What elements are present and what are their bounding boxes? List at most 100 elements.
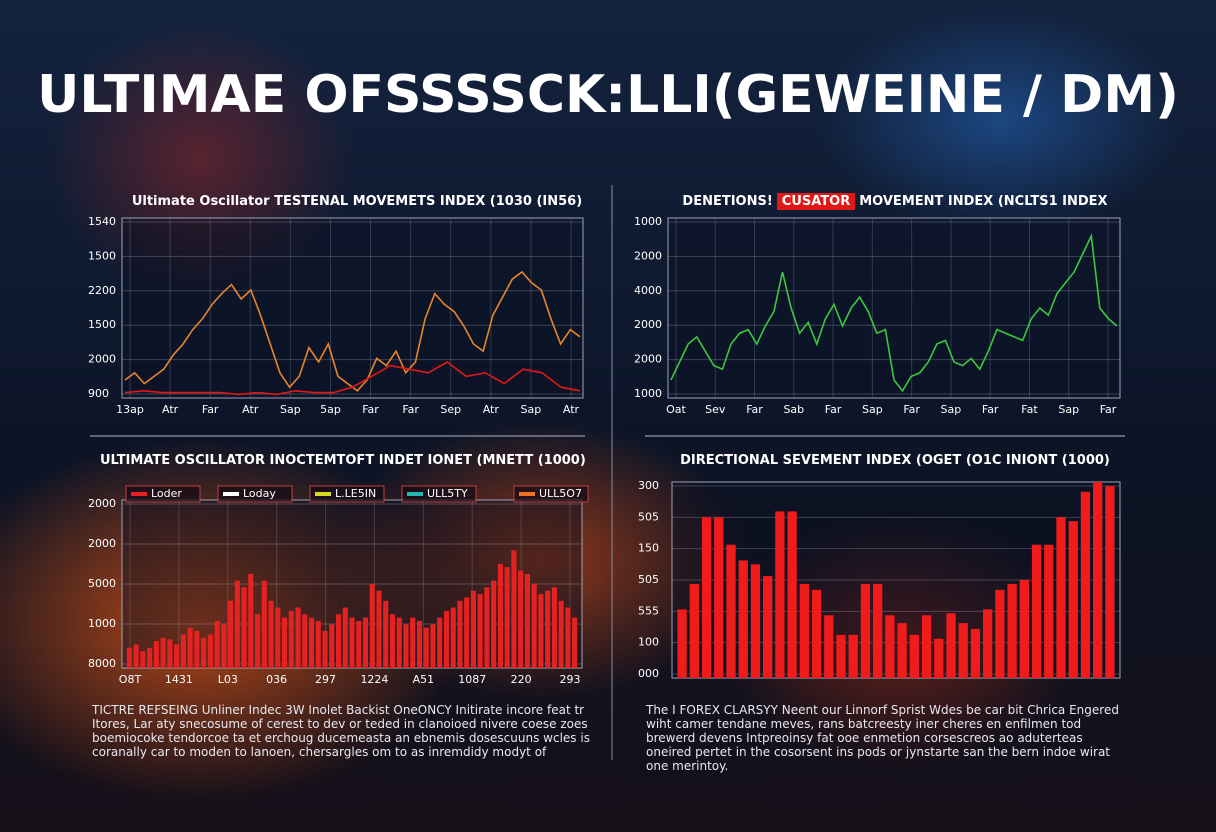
y-tick-label: 2000: [88, 497, 116, 510]
y-tick-label: 100: [638, 636, 659, 649]
bar: [329, 624, 335, 668]
bar: [308, 617, 315, 668]
y-tick-label: 4000: [634, 284, 662, 297]
x-tick-label: Atr: [483, 403, 500, 416]
bar: [677, 609, 687, 678]
title-part: MOVEMENT INDEX (NCLTS1 INDEX: [859, 194, 1108, 209]
bar: [228, 600, 234, 668]
bar: [234, 580, 240, 668]
y-tick-label: 1000: [634, 387, 662, 400]
bar: [545, 590, 551, 668]
bar: [147, 647, 153, 668]
x-tick-label: Oat: [666, 403, 686, 416]
bar: [410, 617, 416, 668]
bar: [133, 644, 139, 668]
bar: [430, 624, 436, 668]
y-tick-label: 555: [638, 604, 659, 617]
x-tick-label: Atr: [242, 403, 259, 416]
bar: [207, 634, 213, 668]
bar: [1031, 544, 1042, 678]
x-tick-label: Far: [362, 403, 379, 416]
y-tick-label: 2000: [88, 537, 116, 550]
legend-swatch: [315, 492, 331, 496]
paragraph: The I FOREX CLARSYY Neent our Linnorf Sp…: [646, 703, 1119, 773]
y-tick-label: 2000: [634, 249, 662, 262]
x-tick-label: Far: [202, 403, 219, 416]
x-tick-label: 1224: [360, 673, 388, 686]
bar: [1093, 482, 1103, 678]
bar: [477, 594, 483, 668]
bar: [288, 610, 294, 668]
line-series: [670, 233, 1118, 393]
bar: [811, 589, 822, 678]
bar: [221, 624, 227, 668]
bar: [443, 610, 450, 668]
bar: [126, 647, 132, 668]
bar: [335, 614, 342, 668]
bar: [565, 607, 571, 668]
x-tick-label: Far: [982, 403, 999, 416]
chart-title: DIRECTIONAL SEVEMENT INDEX (OGET (O1C IN…: [680, 453, 1110, 468]
x-tick-label: Atr: [162, 403, 179, 416]
bar: [1019, 580, 1029, 678]
bar: [491, 580, 497, 668]
legend-label: L.LE5IN: [335, 487, 376, 500]
chart-title: Ultimate Oscillator TESTENAL MOVEMETS IN…: [131, 194, 583, 209]
legend-box: [309, 485, 385, 503]
y-tick-label: 505: [638, 510, 659, 523]
bar: [934, 638, 944, 678]
bar: [511, 550, 517, 668]
y-tick-label: 300: [638, 479, 659, 492]
bar: [241, 587, 247, 668]
x-tick-label: 293: [560, 673, 581, 686]
bar: [738, 560, 748, 678]
bar: [921, 615, 932, 678]
plot-area: [121, 217, 584, 399]
bar: [701, 517, 712, 678]
bar: [983, 609, 993, 678]
x-tick-label: Far: [825, 403, 842, 416]
x-tick-label: 1431: [165, 673, 193, 686]
bar: [180, 634, 186, 668]
x-tick-label: O8T: [119, 673, 142, 686]
y-tick-label: 1540: [88, 215, 116, 228]
legend-swatch: [519, 492, 535, 496]
chart-title: ULTIMATE OSCILLATOR INOCTEMTOFT INDET IO…: [100, 453, 586, 468]
bar: [349, 617, 355, 668]
bar: [572, 617, 578, 668]
bar: [369, 584, 375, 668]
bar: [376, 590, 382, 668]
y-tick-label: 900: [88, 387, 109, 400]
bar: [946, 613, 956, 678]
legend-label: ULL5O7: [539, 487, 582, 500]
bar: [201, 637, 207, 668]
bar: [848, 634, 858, 678]
bar: [362, 617, 369, 668]
bar: [160, 637, 166, 668]
bar: [714, 517, 724, 678]
legend-label: Loday: [243, 487, 276, 500]
bar: [836, 634, 846, 678]
y-tick-label: 2000: [634, 353, 662, 366]
bar: [873, 583, 883, 678]
bar: [248, 573, 254, 668]
x-tick-label: Fat: [1021, 403, 1038, 416]
y-tick-label: 1500: [88, 318, 116, 331]
bar: [531, 584, 537, 668]
bar: [497, 563, 503, 668]
x-tick-label: Sap: [1058, 403, 1079, 416]
x-tick-label: Far: [1100, 403, 1117, 416]
x-tick-label: 1087: [458, 673, 486, 686]
y-tick-label: 1000: [634, 215, 662, 228]
bar: [799, 583, 809, 678]
paragraph: TICTRE REFSEING Unliner Indec 3W Inolet …: [92, 703, 590, 759]
bar: [995, 589, 1005, 678]
bar: [187, 627, 193, 668]
x-tick-label: 220: [511, 673, 532, 686]
bar: [1044, 544, 1054, 678]
x-tick-label: Sab: [783, 403, 804, 416]
x-tick-label: Far: [402, 403, 419, 416]
bar: [551, 587, 557, 668]
bar: [775, 511, 785, 678]
y-tick-label: 2000: [88, 353, 116, 366]
